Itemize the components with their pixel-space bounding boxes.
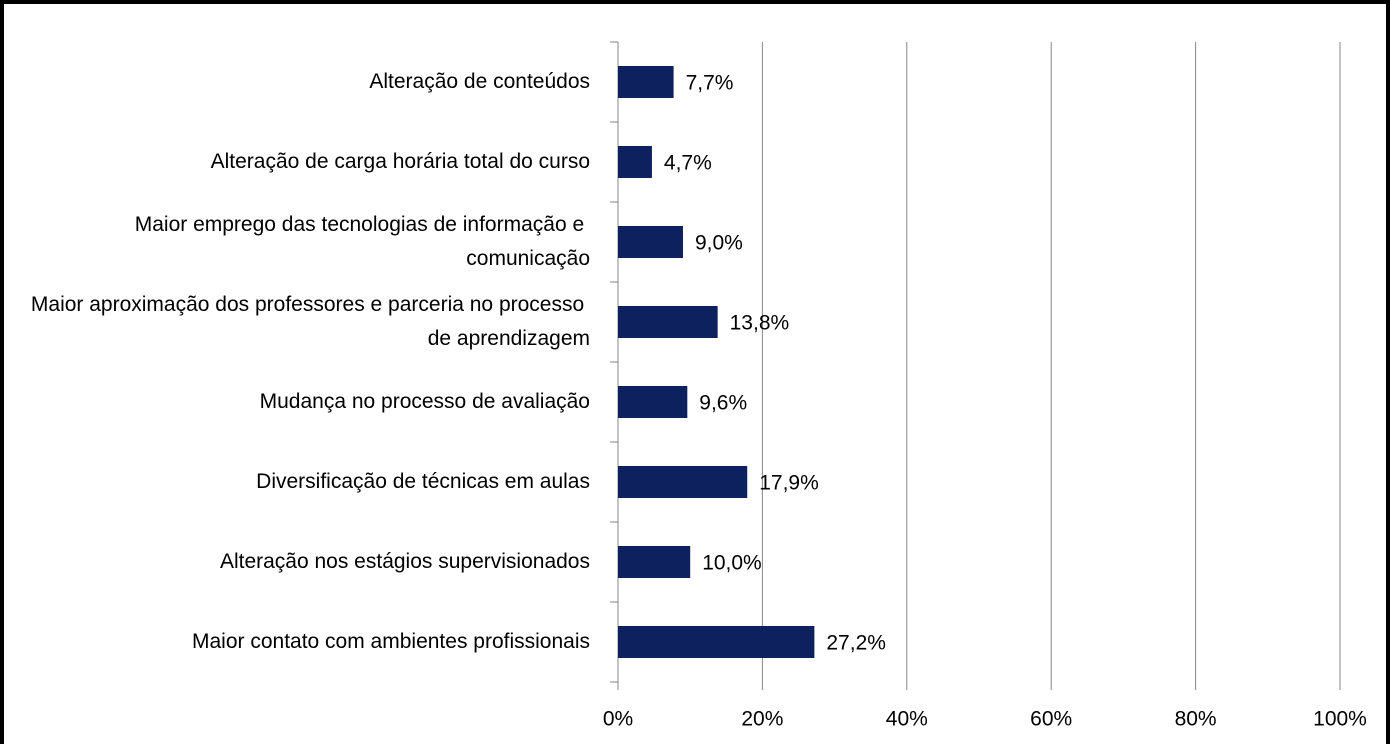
value-label: 7,7% <box>686 72 734 95</box>
bar <box>618 66 674 98</box>
category-label: Alteração nos estágios supervisionados <box>220 550 590 573</box>
category-label: Maior contato com ambientes profissionai… <box>192 630 590 653</box>
bar <box>618 306 718 338</box>
x-tick-label: 80% <box>1175 708 1217 731</box>
category-label: Mudança no processo de avaliação <box>260 390 590 413</box>
value-label: 9,6% <box>699 392 747 415</box>
x-tick-label: 60% <box>1030 708 1072 731</box>
category-label: Maior aproximação dos professores e parc… <box>31 293 590 350</box>
x-tick-label: 0% <box>603 708 633 731</box>
bar <box>618 146 652 178</box>
bar <box>618 386 688 418</box>
category-label: Maior emprego das tecnologias de informa… <box>135 213 590 270</box>
value-label: 13,8% <box>730 312 790 335</box>
bar <box>618 626 815 658</box>
x-tick-label: 20% <box>741 708 783 731</box>
bar <box>618 546 691 578</box>
value-label: 4,7% <box>664 152 712 175</box>
bar <box>618 466 748 498</box>
value-label: 10,0% <box>702 552 762 575</box>
category-label: Diversificação de técnicas em aulas <box>256 470 590 493</box>
bar <box>618 226 683 258</box>
category-label: Alteração de conteúdos <box>369 70 590 93</box>
x-tick-label: 100% <box>1313 708 1367 731</box>
value-label: 9,0% <box>695 232 743 255</box>
x-tick-label: 40% <box>886 708 928 731</box>
value-label: 27,2% <box>826 632 886 655</box>
value-label: 17,9% <box>759 472 819 495</box>
category-label: Alteração de carga horária total do curs… <box>211 150 590 173</box>
